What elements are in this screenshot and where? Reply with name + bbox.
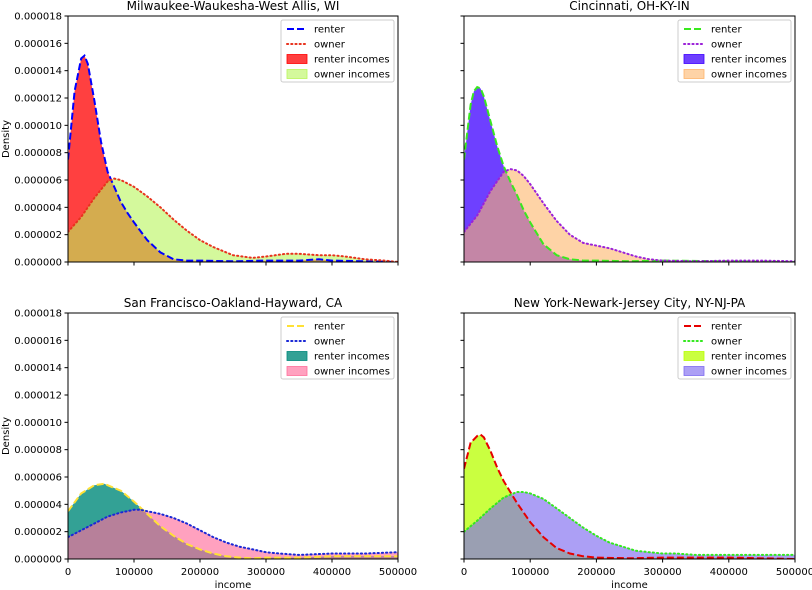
line-owner bbox=[68, 177, 398, 262]
legend-swatch-renter-incomes bbox=[683, 351, 705, 361]
legend-label-renter: renter bbox=[711, 322, 742, 333]
legend-box bbox=[280, 316, 395, 380]
y-tick-label: 0.000014 bbox=[14, 363, 62, 374]
x-tick-label: 100000 bbox=[115, 567, 153, 578]
area-owner-incomes bbox=[68, 178, 398, 262]
line-renter bbox=[68, 53, 398, 262]
line-owner bbox=[68, 508, 398, 556]
axes-frame bbox=[463, 312, 796, 560]
legend-label-owner: owner bbox=[314, 40, 346, 51]
x-tick-label: 400000 bbox=[313, 567, 351, 578]
legend: renter owner renter incomes owner incomes bbox=[280, 316, 395, 380]
line-owner bbox=[464, 491, 795, 556]
legend-label-renter-incomes: renter incomes bbox=[314, 55, 390, 66]
x-tick-label: 0 bbox=[65, 567, 71, 578]
y-tick-label: 0.000010 bbox=[14, 121, 62, 132]
y-tick-label: 0.000002 bbox=[14, 527, 62, 538]
y-tick-label: 0.000016 bbox=[14, 336, 62, 347]
x-tick-label: 500000 bbox=[379, 567, 417, 578]
chart-title: New York-Newark-Jersey City, NY-NJ-PA bbox=[514, 296, 746, 310]
plot-area bbox=[464, 433, 795, 559]
y-tick-label: 0.000010 bbox=[14, 418, 62, 429]
line-renter bbox=[68, 482, 398, 559]
plot-area bbox=[68, 482, 398, 559]
legend-swatch-renter-incomes bbox=[286, 54, 308, 64]
legend: renter owner renter incomes owner incomes bbox=[677, 316, 792, 380]
chart-panel-2: Cincinnati, OH-KY-IN renter owner renter in… bbox=[460, 0, 796, 266]
legend-swatch-owner-incomes bbox=[286, 366, 308, 376]
legend-swatch-renter-incomes bbox=[683, 54, 705, 64]
area-owner-incomes bbox=[68, 509, 398, 559]
legend-label-owner-incomes: owner incomes bbox=[711, 70, 787, 81]
axes-frame bbox=[463, 15, 796, 263]
y-tick-label: 0.000012 bbox=[14, 94, 62, 105]
y-tick-label: 0.000008 bbox=[14, 445, 62, 456]
x-tick-label: 100000 bbox=[511, 567, 549, 578]
y-tick-label: 0.000006 bbox=[14, 176, 62, 187]
x-tick-label: 200000 bbox=[577, 567, 615, 578]
chart-title: San Francisco-Oakland-Hayward, CA bbox=[124, 296, 343, 310]
y-tick-label: 0.000006 bbox=[14, 473, 62, 484]
y-axis-label: Density bbox=[1, 120, 12, 158]
axes-frame bbox=[67, 15, 399, 263]
x-tick-label: 300000 bbox=[644, 567, 682, 578]
area-owner-incomes bbox=[464, 169, 795, 262]
plot-area bbox=[68, 53, 398, 262]
legend-label-owner: owner bbox=[711, 40, 743, 51]
area-owner-incomes bbox=[464, 492, 795, 559]
x-tick-label: 200000 bbox=[181, 567, 219, 578]
legend-label-renter-incomes: renter incomes bbox=[711, 352, 787, 363]
line-renter bbox=[464, 433, 795, 559]
y-tick-label: 0.000016 bbox=[14, 39, 62, 50]
legend-box bbox=[280, 19, 395, 83]
legend-swatch-owner-incomes bbox=[683, 366, 705, 376]
y-tick-label: 0.000000 bbox=[14, 555, 62, 566]
plot-area bbox=[464, 85, 795, 262]
y-axis-label: Density bbox=[1, 417, 12, 455]
x-tick-label: 500000 bbox=[776, 567, 812, 578]
legend-swatch-owner-incomes bbox=[286, 69, 308, 79]
legend-label-renter: renter bbox=[314, 322, 345, 333]
legend-box bbox=[677, 316, 792, 380]
x-axis-label: income bbox=[215, 580, 252, 590]
y-tick-label: 0.000008 bbox=[14, 148, 62, 159]
y-tick-label: 0.000002 bbox=[14, 230, 62, 241]
legend-box bbox=[677, 19, 792, 83]
chart-panel-4: New York-Newark-Jersey City, NY-NJ-PA 0 10… bbox=[460, 296, 812, 590]
legend-label-renter-incomes: renter incomes bbox=[314, 352, 390, 363]
x-tick-label: 300000 bbox=[247, 567, 285, 578]
legend-label-owner-incomes: owner incomes bbox=[314, 367, 390, 378]
y-tick-label: 0.000012 bbox=[14, 391, 62, 402]
line-renter bbox=[464, 85, 795, 262]
legend-label-renter: renter bbox=[711, 25, 742, 36]
legend-label-owner: owner bbox=[711, 337, 743, 348]
legend-label-renter: renter bbox=[314, 25, 345, 36]
legend: renter owner renter incomes owner incomes bbox=[677, 19, 792, 83]
legend-label-owner-incomes: owner incomes bbox=[314, 70, 390, 81]
y-tick-label: 0.000014 bbox=[14, 66, 62, 77]
legend-label-owner-incomes: owner incomes bbox=[711, 367, 787, 378]
x-axis-label: income bbox=[611, 580, 648, 590]
legend: renter owner renter incomes owner incomes bbox=[280, 19, 395, 83]
legend-label-owner: owner bbox=[314, 337, 346, 348]
chart-title: Milwaukee-Waukesha-West Allis, WI bbox=[127, 0, 340, 13]
line-owner bbox=[464, 168, 795, 262]
y-tick-label: 0.000018 bbox=[14, 12, 62, 23]
y-tick-label: 0.000000 bbox=[14, 258, 62, 269]
axes-frame bbox=[67, 312, 399, 560]
legend-label-renter-incomes: renter incomes bbox=[711, 55, 787, 66]
y-tick-label: 0.000004 bbox=[14, 203, 62, 214]
y-tick-label: 0.000018 bbox=[14, 309, 62, 320]
x-tick-label: 0 bbox=[461, 567, 467, 578]
y-tick-label: 0.000004 bbox=[14, 500, 62, 511]
chart-panel-3: San Francisco-Oakland-Hayward, CA 0 100000… bbox=[1, 296, 417, 590]
chart-title: Cincinnati, OH-KY-IN bbox=[569, 0, 689, 13]
legend-swatch-renter-incomes bbox=[286, 351, 308, 361]
chart-panel-1: Milwaukee-Waukesha-West Allis, WI 0.00000… bbox=[1, 0, 399, 269]
legend-swatch-owner-incomes bbox=[683, 69, 705, 79]
x-tick-label: 400000 bbox=[710, 567, 748, 578]
